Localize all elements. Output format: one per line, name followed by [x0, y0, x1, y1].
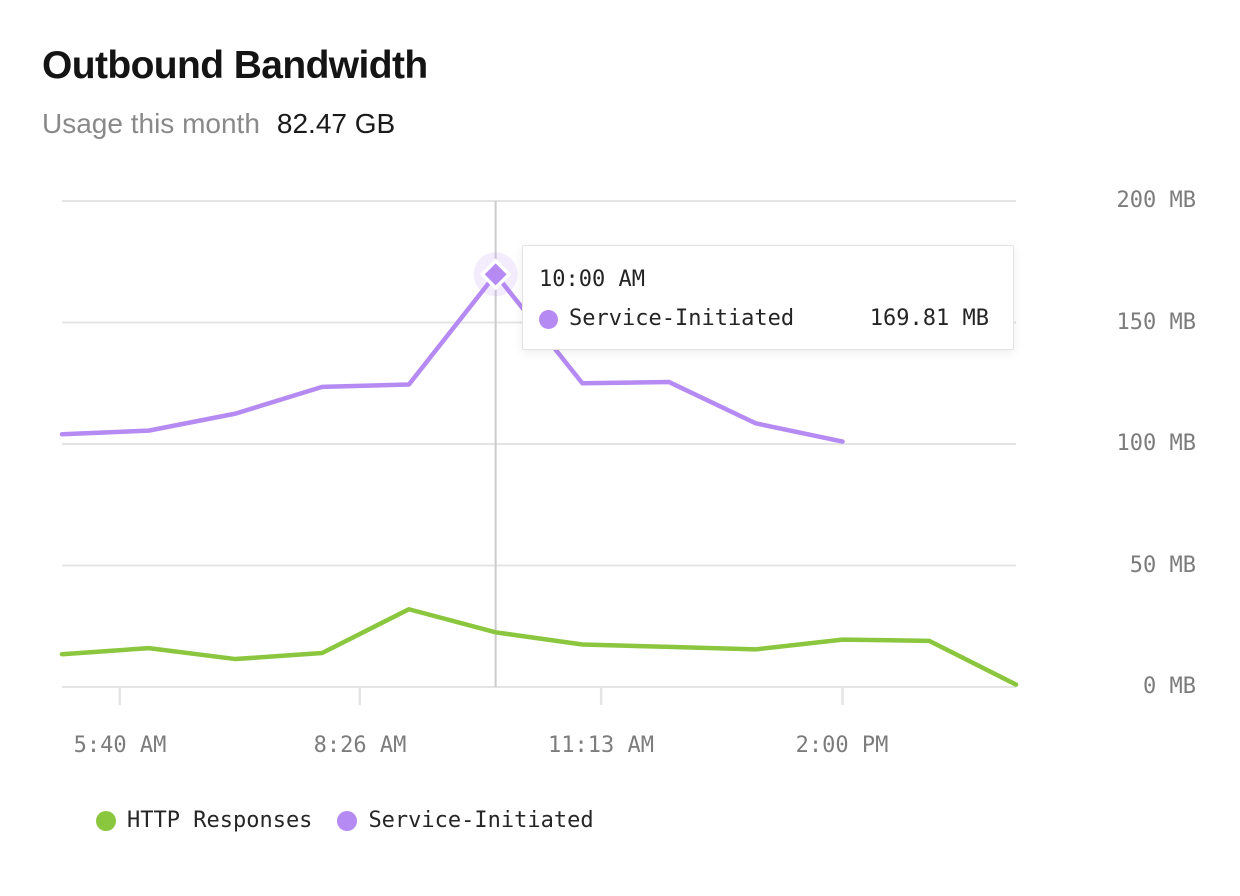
series-line-service-initiated — [59, 272, 845, 444]
x-axis-label: 5:40 AM — [73, 733, 167, 758]
chart-tooltip: 10:00 AM Service-Initiated 169.81 MB — [522, 245, 1014, 350]
http-responses-dot-icon — [96, 811, 116, 831]
y-axis-label: 0 MB — [1143, 674, 1196, 699]
y-axis-label: 100 MB — [1116, 431, 1196, 456]
series-line-http-responses — [59, 606, 1019, 687]
usage-this-month-label: Usage this month — [42, 108, 260, 139]
service-initiated-dot-icon — [539, 309, 558, 329]
legend-label-http-responses: HTTP Responses — [127, 808, 313, 833]
y-axis-label: 50 MB — [1129, 553, 1196, 578]
page-title: Outbound Bandwidth — [42, 44, 428, 87]
legend-label-service-initiated: Service-Initiated — [368, 808, 594, 833]
usage-value: 82.47 GB — [276, 108, 396, 139]
tooltip-series-value: 169.81 MB — [869, 306, 989, 331]
y-axis-label: 200 MB — [1116, 188, 1196, 213]
service-initiated-dot-icon — [337, 811, 358, 831]
selected-point-marker — [479, 258, 512, 291]
tooltip-series-label: Service-Initiated — [569, 306, 795, 331]
x-axis-label: 2:00 PM — [795, 733, 889, 758]
x-axis-label: 8:26 AM — [313, 733, 407, 758]
x-axis-ticks — [118, 687, 844, 705]
chart-legend: HTTP Responses Service-Initiated — [96, 809, 594, 833]
legend-item-service-initiated[interactable]: Service-Initiated — [337, 808, 594, 833]
legend-item-http-responses[interactable]: HTTP Responses — [96, 809, 312, 833]
tooltip-time: 10:00 AM — [539, 267, 645, 292]
usage-summary: Usage this month 82.47 GB — [42, 108, 395, 140]
x-axis-label: 11:13 AM — [548, 733, 654, 758]
y-axis-label: 150 MB — [1116, 310, 1196, 335]
tooltip-series-row: Service-Initiated 169.81 MB — [539, 306, 989, 332]
